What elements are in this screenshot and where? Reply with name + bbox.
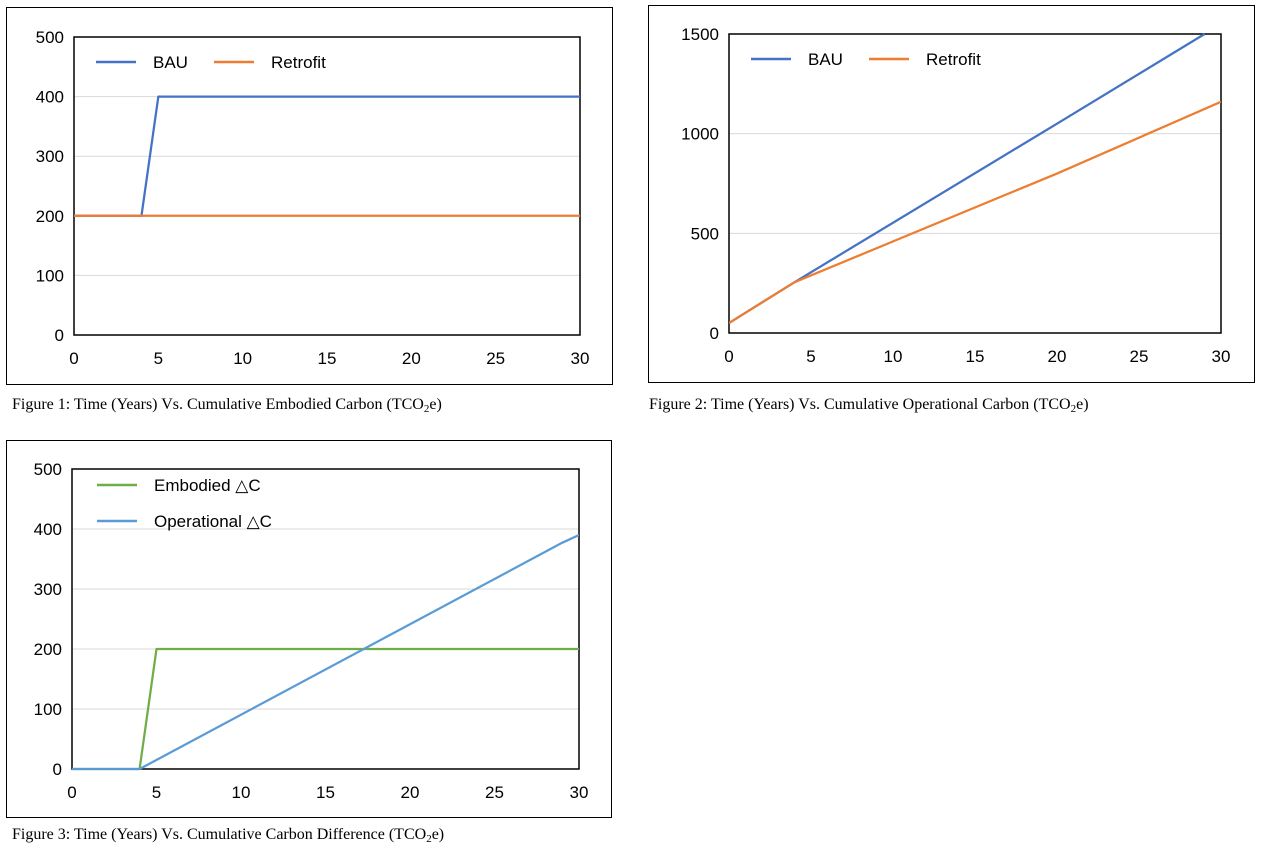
figure-2-caption: Figure 2: Time (Years) Vs. Cumulative Op… [649, 396, 1089, 415]
chart-svg-1: 0 100 200 300 400 500 0 5 10 15 20 25 30 BAU Retrofit [36, 28, 590, 368]
x-tick-label: 15 [966, 347, 985, 366]
y-tick-label: 400 [36, 88, 64, 107]
legend-label: BAU [808, 50, 843, 69]
x-tick-label: 25 [486, 349, 505, 368]
plot-area-frame [71, 468, 580, 770]
legend-label: Embodied △C [154, 476, 261, 495]
x-tick-label: 25 [1130, 347, 1149, 366]
figure-1-caption: Figure 1: Time (Years) Vs. Cumulative Em… [12, 396, 442, 415]
chart-svg-3: 0 100 200 300 400 500 0 5 10 15 20 25 30 Embodied △C O… [34, 460, 589, 802]
chart-operational-carbon: 0 500 1000 1500 0 5 10 15 20 25 30 BAU Retrofit [648, 5, 1255, 383]
plot-area-frame [728, 33, 1222, 334]
chart-svg-2: 0 500 1000 1500 0 5 10 15 20 25 30 BAU Retrofit [681, 25, 1231, 366]
x-tick-label: 25 [485, 783, 504, 802]
x-tick-label: 30 [1212, 347, 1231, 366]
chart-embodied-carbon: 0 100 200 300 400 500 0 5 10 15 20 25 30 BAU Retrofit [6, 7, 613, 385]
y-tick-label: 300 [34, 580, 62, 599]
y-tick-label: 100 [36, 266, 64, 285]
legend-label: Operational △C [154, 512, 272, 531]
x-tick-label: 10 [233, 349, 252, 368]
y-tick-label: 100 [34, 700, 62, 719]
x-tick-label: 5 [152, 783, 161, 802]
x-tick-label: 5 [806, 347, 815, 366]
x-tick-label: 20 [402, 349, 421, 368]
y-tick-label: 200 [36, 207, 64, 226]
figure-3-caption: Figure 3: Time (Years) Vs. Cumulative Ca… [12, 826, 445, 845]
chart-carbon-difference: 0 100 200 300 400 500 0 5 10 15 20 25 30 Embodied △C O… [6, 440, 612, 818]
y-tick-label: 500 [691, 224, 719, 243]
legend-label: Retrofit [271, 53, 326, 72]
y-tick-label: 200 [34, 640, 62, 659]
x-tick-label: 5 [154, 349, 163, 368]
legend-label: Retrofit [926, 50, 981, 69]
series-line-2 [729, 100, 1221, 324]
y-tick-label: 0 [55, 326, 64, 345]
y-tick-label: 1000 [681, 125, 719, 144]
x-tick-label: 15 [316, 783, 335, 802]
y-tick-label: 300 [36, 147, 64, 166]
y-tick-label: 500 [36, 28, 64, 47]
plot-area-frame [73, 36, 581, 336]
x-tick-label: 30 [571, 349, 590, 368]
x-tick-label: 10 [884, 347, 903, 366]
y-tick-label: 0 [53, 760, 62, 779]
series-line-2 [72, 533, 579, 771]
x-tick-label: 15 [318, 349, 337, 368]
x-tick-label: 20 [401, 783, 420, 802]
y-tick-label: 0 [710, 324, 719, 343]
y-tick-label: 400 [34, 520, 62, 539]
x-tick-label: 20 [1048, 347, 1067, 366]
y-tick-label: 1500 [681, 25, 719, 44]
x-tick-label: 0 [724, 347, 733, 366]
x-tick-label: 0 [69, 349, 78, 368]
x-tick-label: 10 [232, 783, 251, 802]
legend-label: BAU [153, 53, 188, 72]
x-tick-label: 0 [67, 783, 76, 802]
y-tick-label: 500 [34, 460, 62, 479]
x-tick-label: 30 [570, 783, 589, 802]
